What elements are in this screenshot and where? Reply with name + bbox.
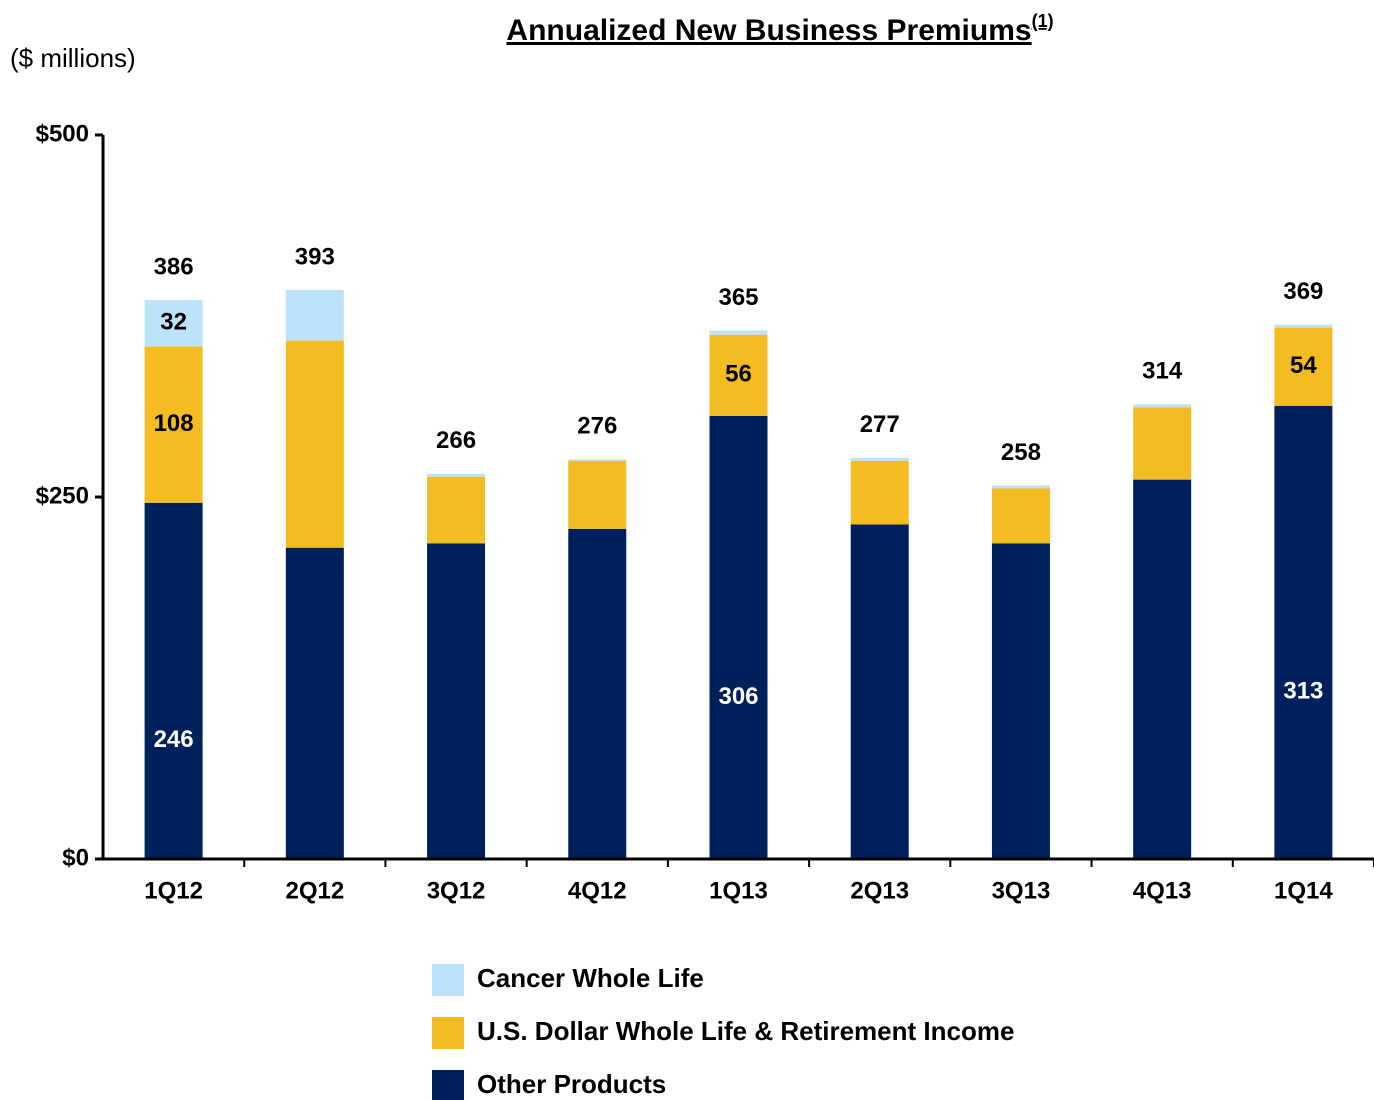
bar-segment [568,459,627,461]
total-label: 314 [1142,358,1183,385]
bar-segment [427,476,486,544]
bar-segment [709,334,768,416]
bar-segment [144,346,203,503]
x-tick-label: 3Q12 [427,877,486,904]
total-label: 276 [577,413,617,440]
legend-label: Other Products [477,1069,666,1099]
segment-label: 56 [725,361,752,388]
legend-swatch [432,964,464,996]
bar-segment [144,300,203,347]
segment-label: 246 [154,726,194,753]
bar-segment [1133,404,1192,408]
bar-segment [850,460,909,525]
bar-segment [285,547,344,859]
total-label: 386 [154,253,194,280]
bar-segment [991,485,1050,489]
bar-segment [1274,324,1333,328]
total-label: 258 [1001,439,1041,466]
x-tick-label: 3Q13 [992,877,1051,904]
x-tick-label: 1Q13 [709,877,768,904]
legend-label: Cancer Whole Life [477,963,704,993]
bar-segment [144,502,203,859]
title-note: (1) [1032,11,1054,31]
legend-swatch [432,1070,464,1100]
bar-segment [1274,405,1333,859]
x-tick-label: 1Q14 [1274,877,1333,904]
bar-segment [1274,327,1333,406]
bar-segment [1133,407,1192,480]
segment-label: 54 [1290,352,1317,379]
segment-label: 108 [154,410,194,437]
legend-label: U.S. Dollar Whole Life & Retirement Inco… [477,1016,1014,1046]
y-tick-label: $250 [36,482,89,509]
x-tick-label: 2Q12 [285,877,344,904]
bar-segment [991,488,1050,544]
x-tick-label: 4Q12 [568,877,627,904]
bar-segment [709,415,768,859]
total-label: 277 [860,411,900,438]
x-tick-label: 2Q13 [850,877,909,904]
bar-segment [285,340,344,548]
chart-title: Annualized New Business Premiums(1) [506,11,1053,47]
bar-segment [709,330,768,335]
x-tick-label: 1Q12 [144,877,203,904]
segment-label: 313 [1283,678,1323,705]
unit-label: ($ millions) [10,43,136,73]
bar-segment [568,528,627,859]
legend-swatch [432,1017,464,1049]
bar-segment [427,473,486,477]
total-label: 369 [1283,278,1323,305]
total-label: 266 [436,427,476,454]
bar-segment [285,289,344,341]
bar-segment [568,460,627,529]
segment-label: 32 [160,309,187,336]
total-label: 393 [295,243,335,270]
y-tick-label: $0 [62,844,89,871]
bar-segment [991,543,1050,859]
bar-segment [850,457,909,461]
bar-segment [850,524,909,859]
x-tick-label: 4Q13 [1133,877,1192,904]
bar-segment [427,543,486,859]
title-text: Annualized New Business Premiums [506,14,1031,47]
total-label: 365 [718,284,758,311]
bar-segment [1133,479,1192,859]
y-tick-label: $500 [36,120,89,147]
segment-label: 306 [718,683,758,710]
